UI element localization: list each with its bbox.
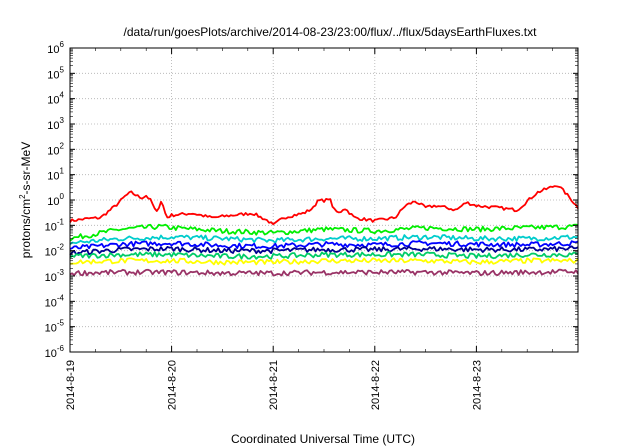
x-axis-label: Coordinated Universal Time (UTC): [231, 432, 415, 446]
series-line: [69, 257, 579, 266]
y-axis-label: protons/cm2-s-sr-MeV: [18, 142, 33, 258]
x-tick-label: 2014-8-19: [65, 360, 77, 410]
series-line: [69, 223, 579, 242]
series-lines: [69, 185, 579, 277]
y-tick-label: 10-6: [45, 344, 65, 360]
y-tick-label: 101: [47, 167, 64, 183]
grid: [70, 48, 578, 352]
x-tick-label: 2014-8-23: [471, 360, 483, 410]
series-line: [69, 185, 579, 226]
x-tick-label: 2014-8-20: [167, 360, 179, 410]
y-tick-label: 105: [47, 65, 64, 81]
y-tick-label: 106: [47, 40, 64, 56]
y-tick-label: 10-2: [45, 243, 65, 259]
axes-ticks: 10-6 10-5 10-4 10-3 10-2 10-1 100 101 102 103 104 1…: [45, 40, 578, 410]
y-tick-label: 10-4: [45, 293, 65, 309]
x-tick-label: 2014-8-21: [268, 360, 280, 410]
y-tick-label: 10-1: [45, 217, 65, 233]
x-tick-label: 2014-8-22: [370, 360, 382, 410]
y-tick-label: 103: [47, 116, 64, 132]
series-line: [69, 240, 579, 250]
y-tick-label: 10-5: [45, 319, 65, 335]
series-line: [69, 234, 579, 246]
y-tick-label: 100: [47, 192, 64, 208]
series-line: [69, 268, 579, 277]
plot-frame: [69, 47, 579, 353]
series-line: [69, 245, 579, 256]
chart-title: /data/run/goesPlots/archive/2014-08-23/2…: [124, 25, 538, 39]
series-line: [69, 251, 579, 260]
y-tick-label: 104: [47, 91, 64, 107]
y-tick-label: 10-3: [45, 268, 65, 284]
y-tick-label: 102: [47, 141, 64, 157]
